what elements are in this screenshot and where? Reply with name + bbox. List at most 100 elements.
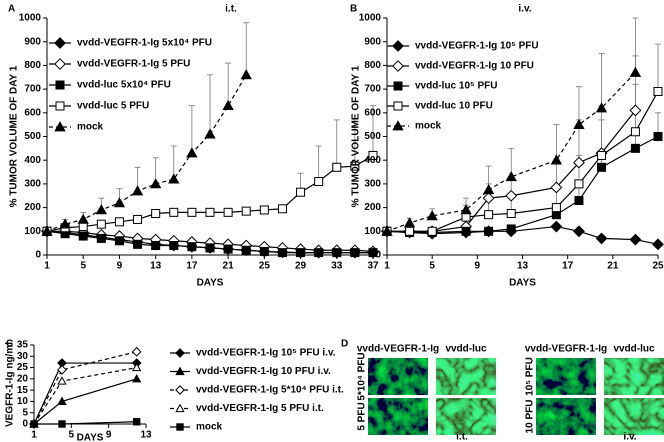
- legend-marker: [54, 121, 66, 132]
- y-tick-label: 900: [24, 36, 41, 47]
- legend-label: vvdd-luc 5x10⁴ PFU: [77, 80, 171, 91]
- y-tick-label: 800: [364, 60, 381, 71]
- x-axis-label: DAYS: [77, 433, 104, 442]
- legend-label: vvdd-VEGFR-1-Ig 5 PFU: [77, 59, 190, 70]
- y-tick-label: 200: [24, 202, 41, 213]
- series-line: [386, 225, 659, 245]
- marker: [573, 118, 585, 129]
- marker: [150, 178, 162, 189]
- marker: [277, 248, 287, 258]
- column-label: vvdd-VEGFR-1-Ig: [525, 344, 607, 355]
- marker: [151, 241, 161, 251]
- marker: [597, 150, 607, 160]
- legend-item: vvdd-VEGFR-1-Ig 10 PFU: [387, 60, 534, 72]
- y-tick-label: 700: [24, 84, 41, 95]
- marker: [350, 161, 360, 171]
- legend-label: vvdd-VEGFR-1-Ig 5x10⁴ PFU: [77, 38, 212, 49]
- legend-item: mock: [387, 120, 442, 132]
- marker: [573, 225, 585, 238]
- y-tick-label: 600: [24, 107, 41, 118]
- marker: [597, 162, 607, 172]
- x-tick-label: 1: [31, 430, 37, 441]
- marker: [484, 210, 494, 220]
- marker: [332, 248, 342, 258]
- x-tick-label: 13: [517, 261, 529, 272]
- marker: [595, 232, 608, 245]
- error-bar: [598, 53, 605, 109]
- legend-label: vvdd-VEGFR-1-Ig 5 PFU i.t.: [196, 403, 324, 414]
- marker: [314, 248, 324, 258]
- legend-marker: [393, 101, 403, 111]
- y-tick-label: 300: [364, 179, 381, 190]
- legend-marker: [392, 60, 404, 72]
- marker: [187, 242, 197, 252]
- marker: [96, 219, 106, 229]
- x-tick-label: 5: [80, 261, 86, 272]
- y-axis-label: % TUMOR VOLUME OF DAY 1: [351, 65, 362, 207]
- micrograph: [604, 358, 664, 395]
- route-label: i.t.: [456, 432, 468, 442]
- marker: [505, 170, 517, 182]
- x-tick-label: 13: [140, 430, 152, 441]
- micrograph: [368, 398, 428, 435]
- marker: [506, 224, 516, 234]
- marker: [169, 207, 179, 217]
- legend-label: mock: [77, 122, 104, 133]
- marker: [427, 226, 437, 236]
- marker: [131, 346, 142, 357]
- y-tick-label: 700: [364, 84, 381, 95]
- marker: [574, 195, 584, 205]
- legend-marker: [392, 120, 404, 131]
- marker: [460, 204, 472, 215]
- x-tick-label: 13: [150, 261, 162, 272]
- marker: [653, 132, 663, 141]
- column-label: vvdd-VEGFR-1-Ig: [357, 344, 439, 355]
- x-tick-label: 5: [429, 261, 435, 272]
- panel-label: C: [6, 339, 13, 350]
- marker: [204, 128, 216, 139]
- micrograph: [436, 358, 496, 395]
- x-tick-label: 37: [367, 261, 379, 272]
- y-tick-label: 100: [24, 226, 41, 237]
- marker: [96, 233, 106, 243]
- marker: [57, 376, 67, 385]
- marker: [574, 179, 584, 189]
- micrograph: [368, 358, 428, 395]
- marker: [186, 147, 198, 158]
- legend-item: vvdd-VEGFR-1-Ig 5*10⁴ PFU i.t.: [170, 385, 344, 396]
- marker: [350, 248, 360, 258]
- marker: [653, 86, 663, 96]
- x-tick-label: 17: [186, 261, 198, 272]
- marker: [41, 225, 53, 236]
- x-tick-label: 9: [475, 261, 481, 272]
- x-tick-label: 1: [44, 261, 50, 272]
- y-tick-label: 100: [364, 226, 381, 237]
- marker: [332, 162, 342, 172]
- series-line: [46, 154, 374, 232]
- legend-label: vvdd-VEGFR-1-Ig 10⁵ PFU: [415, 41, 539, 52]
- marker: [426, 210, 438, 221]
- marker: [505, 189, 518, 202]
- micrograph: [536, 398, 596, 435]
- series-line: [386, 72, 636, 232]
- y-tick-label: 25: [17, 362, 29, 373]
- marker: [131, 185, 144, 196]
- marker: [482, 192, 495, 205]
- panel-label: A: [8, 4, 15, 15]
- legend-item: vvdd-VEGFR-1-Ig 10⁵ PFU i.v.: [170, 348, 336, 359]
- marker: [259, 205, 269, 215]
- x-tick-label: 25: [652, 261, 664, 272]
- y-tick-label: 0: [22, 419, 28, 430]
- marker: [30, 420, 38, 428]
- marker: [630, 127, 640, 137]
- series-line: [33, 362, 137, 425]
- legend-item: vvdd-luc 5x10⁴ PFU: [49, 80, 171, 91]
- marker: [314, 177, 324, 187]
- x-tick-label: 25: [259, 261, 271, 272]
- marker: [205, 243, 215, 253]
- y-tick-label: 400: [364, 155, 381, 166]
- marker: [169, 241, 179, 251]
- y-tick-label: 5: [22, 407, 28, 418]
- legend-label: vvdd-VEGFR-1-Ig 10⁵ PFU i.v.: [196, 348, 336, 359]
